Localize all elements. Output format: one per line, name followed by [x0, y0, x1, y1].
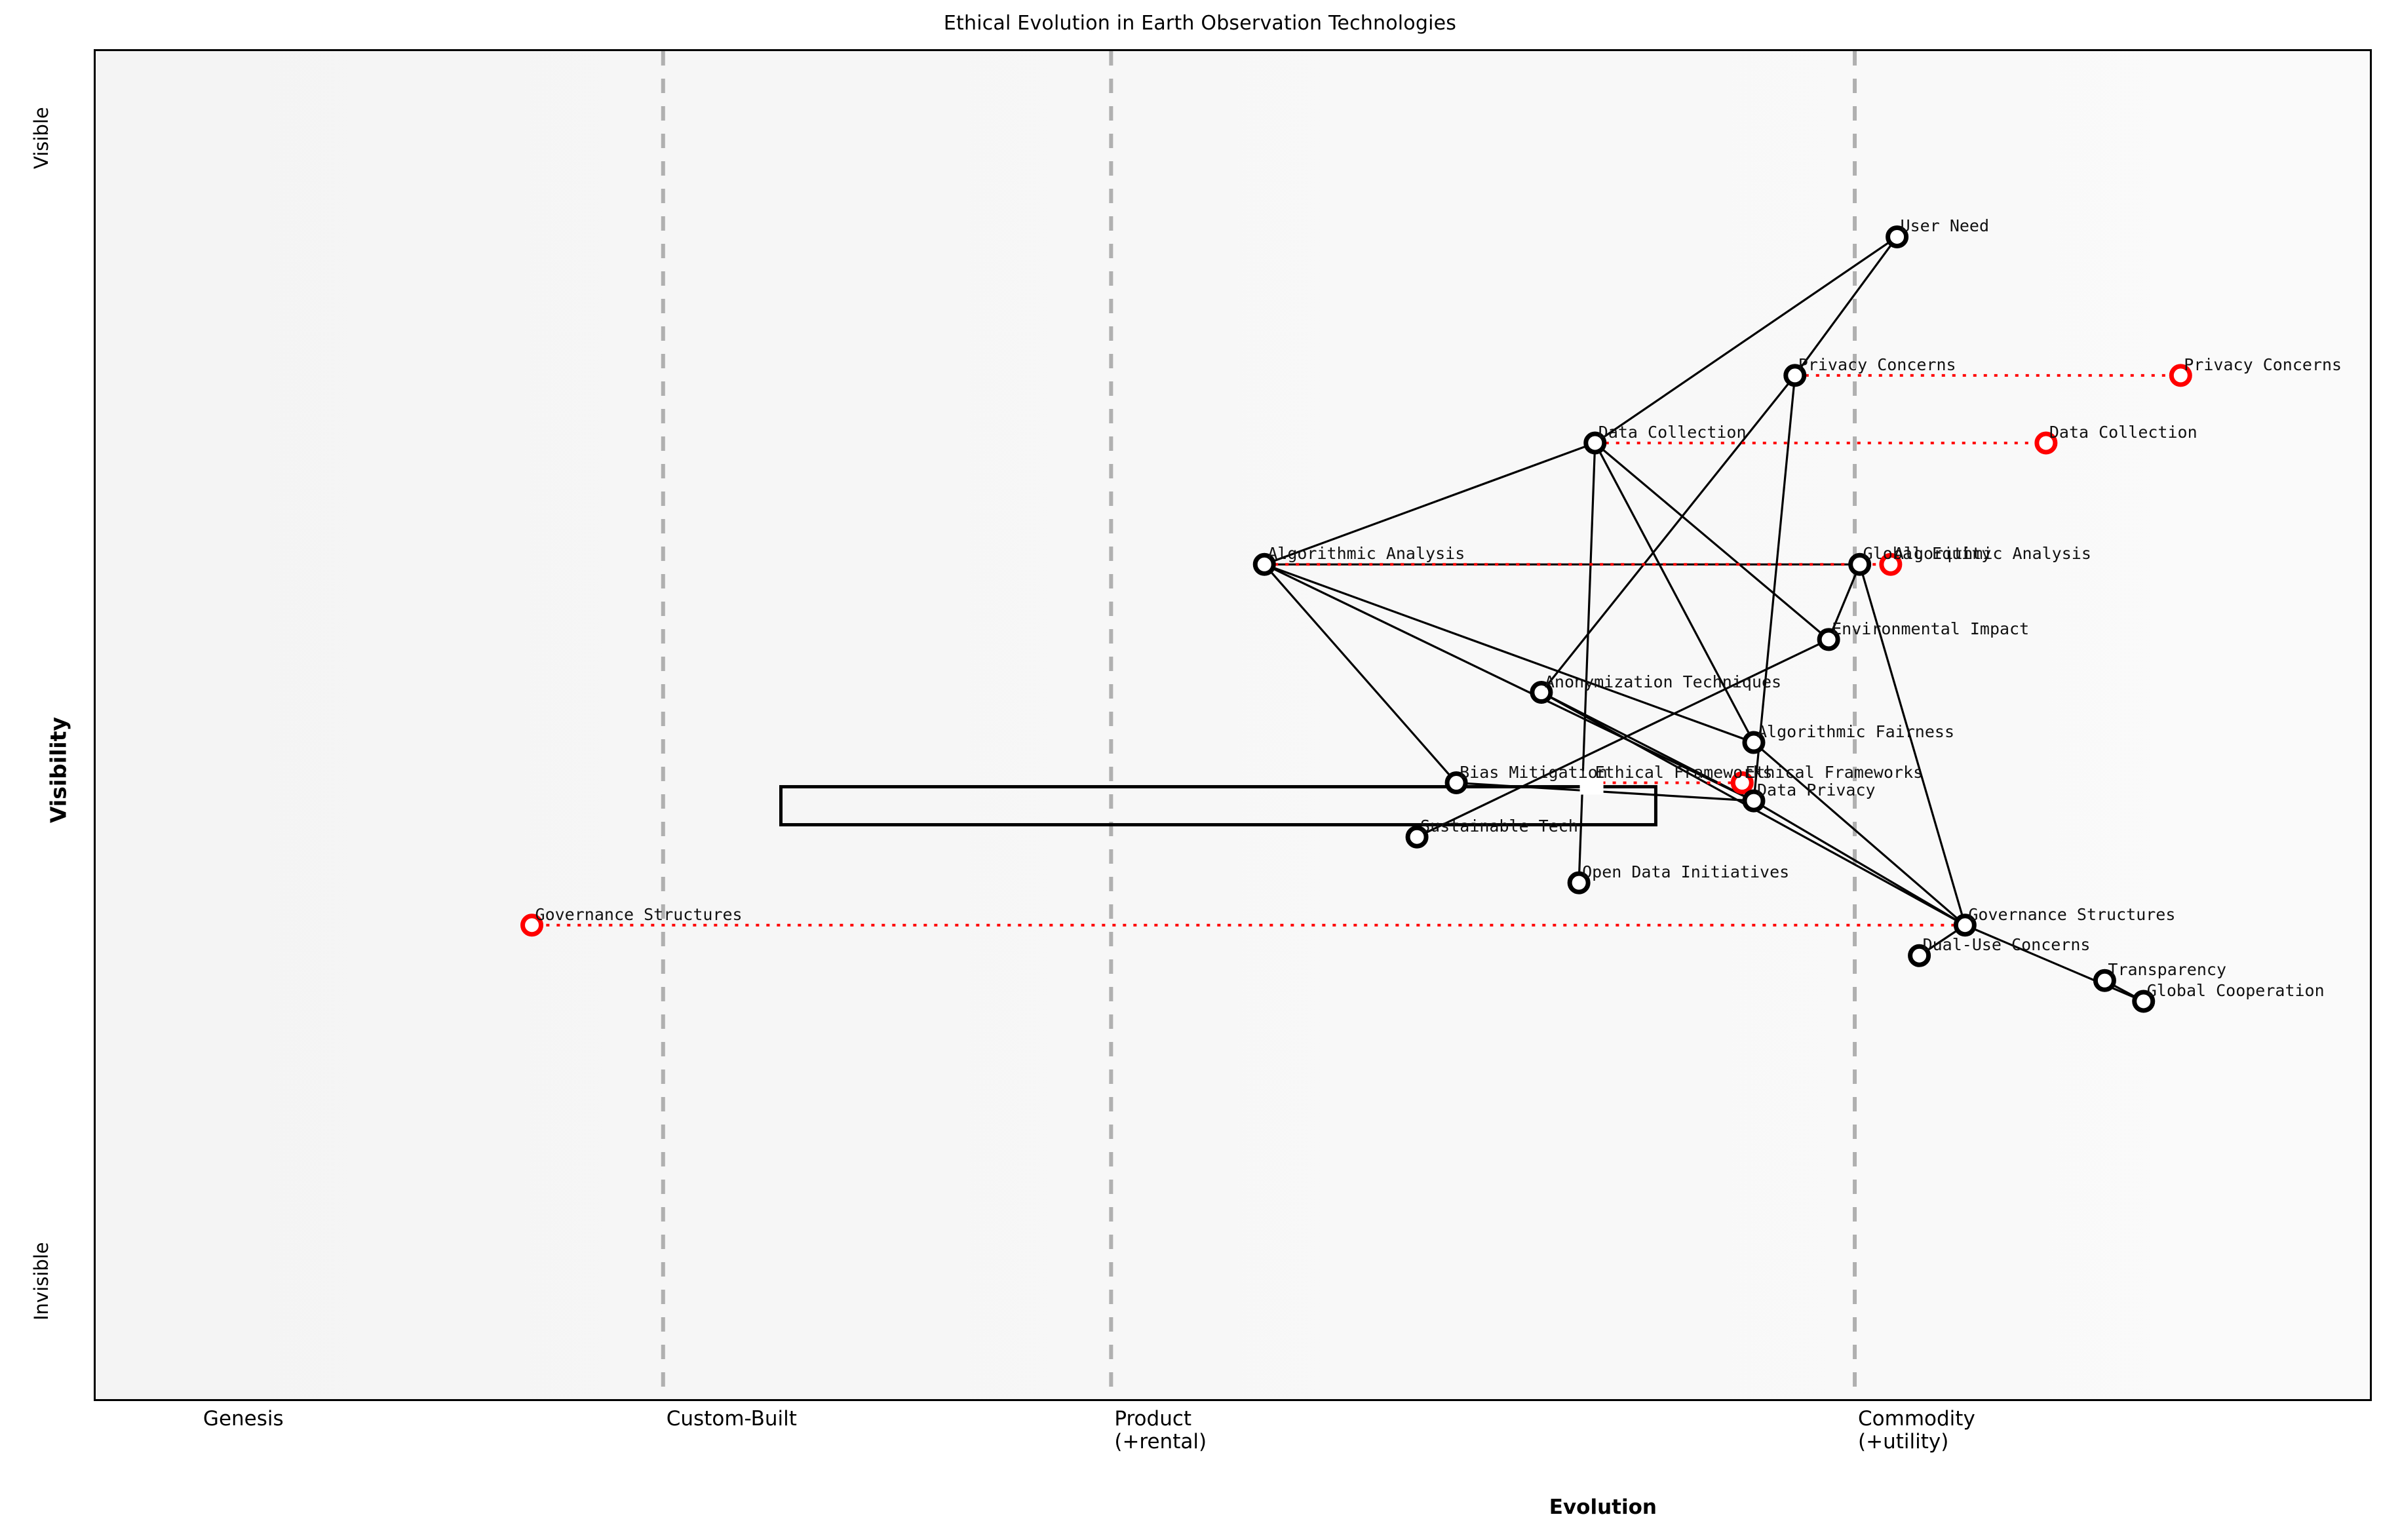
evolved-label-privacy_concerns: Privacy Concerns — [2184, 355, 2342, 374]
map-node[interactable] — [1817, 628, 1840, 651]
dependency-link — [1541, 691, 1754, 802]
evolved-label-governance_structures: Governance Structures — [535, 904, 743, 924]
map-node[interactable] — [1742, 731, 1766, 754]
map-node[interactable] — [2093, 969, 2116, 992]
evolved-node-marker[interactable] — [1730, 771, 1754, 795]
node-label-open_data_initiatives: Open Data Initiatives — [1582, 862, 1790, 882]
node-label-ethical_frameworks: Ethical Frameworks — [1595, 762, 1773, 782]
map-node[interactable] — [1742, 789, 1766, 813]
dependency-link — [1859, 564, 1966, 926]
dependency-link — [1827, 564, 1861, 640]
map-node[interactable] — [2132, 990, 2156, 1013]
x-axis-tick-3: Commodity (+utility) — [1858, 1408, 1975, 1453]
dependency-link — [1264, 563, 1754, 744]
map-node[interactable] — [1848, 552, 1872, 576]
dependency-link — [1594, 236, 1898, 444]
dependency-link — [1753, 799, 1966, 927]
x-axis-title: Evolution — [1549, 1495, 1657, 1519]
x-axis-tick-label: Product — [1114, 1407, 1192, 1431]
dependency-link — [1752, 741, 1966, 926]
node-label-transparency: Transparency — [2108, 960, 2227, 980]
dependency-link — [1264, 564, 1458, 784]
y-axis-tick-invisible: Invisible — [30, 1242, 52, 1320]
dependency-link — [1264, 563, 1754, 802]
dependency-link — [1577, 442, 1597, 883]
x-axis-tick-label: Commodity — [1858, 1407, 1975, 1431]
node-label-sustainable_tech: Sustainable Tech — [1420, 817, 1578, 836]
x-axis-tick-0: Genesis — [203, 1408, 284, 1431]
map-node[interactable] — [1908, 944, 1931, 967]
dependency-link — [1794, 236, 1898, 376]
node-label-data_collection: Data Collection — [1598, 422, 1747, 442]
x-axis-tick-label: Custom-Built — [666, 1407, 797, 1431]
node-label-algorithmic_fairness: Algorithmic Fairness — [1756, 722, 1954, 742]
y-axis-title: Visibility — [45, 716, 71, 824]
map-node[interactable] — [1530, 681, 1553, 704]
node-label-environmental_impact: Environmental Impact — [1832, 619, 2030, 638]
pipeline-box — [779, 785, 1657, 827]
x-axis-tick-sublabel: (+utility) — [1858, 1429, 1949, 1453]
node-label-privacy_concerns: Privacy Concerns — [1798, 355, 1956, 374]
evolved-node-marker[interactable] — [520, 914, 544, 937]
dependency-link — [1264, 442, 1596, 566]
evolved-node-marker[interactable] — [2169, 364, 2192, 387]
evolved-node-marker[interactable] — [2034, 431, 2058, 455]
map-node[interactable] — [1953, 914, 1977, 937]
map-node[interactable] — [1886, 225, 1909, 248]
dependency-link — [1594, 442, 1755, 743]
map-node[interactable] — [1579, 771, 1604, 795]
node-label-bias_mitigation: Bias Mitigation — [1460, 762, 1608, 782]
x-axis-tick-sublabel: (+rental) — [1114, 1429, 1207, 1453]
map-node[interactable] — [1444, 771, 1468, 795]
dependency-link — [1456, 781, 1754, 802]
map-canvas — [520, 51, 2192, 1399]
map-node[interactable] — [1583, 431, 1607, 455]
page-title: Ethical Evolution in Earth Observation T… — [943, 12, 1457, 35]
node-label-global_equity: Global Equity — [1863, 544, 1992, 564]
node-label-algorithmic_analysis: Algorithmic Analysis — [1268, 544, 1465, 564]
node-label-anonymization_techniques: Anonymization Techniques — [1544, 672, 1782, 691]
evolved-label-data_collection: Data Collection — [2049, 422, 2197, 442]
evolved-node-marker[interactable] — [1879, 552, 1903, 576]
node-label-dual_use_concerns: Dual-Use Concerns — [1922, 935, 2091, 955]
x-axis-tick-label: Genesis — [203, 1407, 284, 1431]
node-label-user_need: User Need — [1900, 216, 1990, 236]
map-node[interactable] — [1405, 825, 1429, 849]
y-axis-tick-visible: Visible — [30, 107, 52, 169]
x-axis-tick-2: Product (+rental) — [1114, 1408, 1207, 1453]
evolved-label-algorithmic_analysis: Algorithmic Analysis — [1893, 544, 2091, 564]
x-axis-tick-1: Custom-Built — [667, 1408, 797, 1431]
plot-area — [94, 49, 2372, 1401]
map-node[interactable] — [1252, 552, 1276, 576]
map-node[interactable] — [1567, 871, 1591, 895]
evolved-label-ethical_frameworks: Ethical Frameworks — [1745, 762, 1924, 782]
node-label-governance_structures: Governance Structures — [1968, 904, 2176, 924]
dependency-link — [1594, 442, 1830, 641]
dependency-link — [1540, 374, 1796, 693]
map-node[interactable] — [1783, 364, 1807, 387]
dependency-link — [1752, 375, 1796, 801]
node-label-global_cooperation: Global Cooperation — [2146, 980, 2325, 1000]
node-label-data_privacy: Data Privacy — [1756, 780, 1876, 800]
dependency-link — [1964, 924, 2144, 1003]
